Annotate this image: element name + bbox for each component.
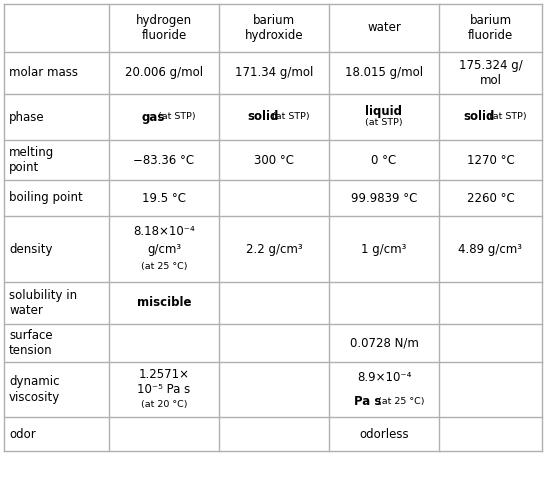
Text: odorless: odorless	[359, 427, 409, 441]
Text: odor: odor	[9, 427, 35, 441]
Text: dynamic
viscosity: dynamic viscosity	[9, 375, 60, 404]
Text: 1270 °C: 1270 °C	[467, 154, 514, 166]
Text: 4.89 g/cm³: 4.89 g/cm³	[459, 243, 523, 255]
Text: 1.2571×: 1.2571×	[139, 368, 189, 381]
Text: 99.9839 °C: 99.9839 °C	[351, 192, 417, 205]
Text: density: density	[9, 243, 52, 255]
Text: solid: solid	[464, 111, 495, 124]
Text: 171.34 g/mol: 171.34 g/mol	[235, 67, 313, 80]
Text: hydrogen
fluoride: hydrogen fluoride	[136, 14, 192, 42]
Text: 19.5 °C: 19.5 °C	[142, 192, 186, 205]
Text: 175.324 g/
mol: 175.324 g/ mol	[459, 59, 523, 87]
Text: gas: gas	[141, 111, 165, 124]
Text: (at STP): (at STP)	[155, 113, 195, 122]
Text: surface
tension: surface tension	[9, 329, 52, 357]
Text: barium
hydroxide: barium hydroxide	[245, 14, 304, 42]
Text: 0.0728 N/m: 0.0728 N/m	[349, 336, 418, 349]
Text: melting
point: melting point	[9, 146, 54, 174]
Text: (at STP): (at STP)	[365, 118, 403, 126]
Text: liquid: liquid	[365, 106, 402, 119]
Text: (at STP): (at STP)	[485, 113, 526, 122]
Text: 2.2 g/cm³: 2.2 g/cm³	[246, 243, 302, 255]
Text: water: water	[367, 22, 401, 35]
Text: miscible: miscible	[136, 296, 191, 310]
Text: g/cm³: g/cm³	[147, 243, 181, 255]
Text: 18.015 g/mol: 18.015 g/mol	[345, 67, 423, 80]
Text: phase: phase	[9, 111, 45, 124]
Text: 2260 °C: 2260 °C	[467, 192, 514, 205]
Text: solid: solid	[247, 111, 278, 124]
Text: boiling point: boiling point	[9, 192, 83, 205]
Text: solubility in
water: solubility in water	[9, 289, 77, 317]
Text: (at 25 °C): (at 25 °C)	[372, 397, 424, 406]
Text: −83.36 °C: −83.36 °C	[133, 154, 194, 166]
Text: 20.006 g/mol: 20.006 g/mol	[125, 67, 203, 80]
Text: 1 g/cm³: 1 g/cm³	[361, 243, 407, 255]
Text: 8.9×10⁻⁴: 8.9×10⁻⁴	[357, 371, 411, 384]
Text: Pa s: Pa s	[354, 395, 381, 408]
Text: 10⁻⁵ Pa s: 10⁻⁵ Pa s	[138, 383, 191, 396]
Text: 0 °C: 0 °C	[371, 154, 396, 166]
Text: (at 20 °C): (at 20 °C)	[141, 400, 187, 409]
Text: molar mass: molar mass	[9, 67, 78, 80]
Text: 300 °C: 300 °C	[254, 154, 294, 166]
Text: 8.18×10⁻⁴: 8.18×10⁻⁴	[133, 225, 195, 238]
Text: barium
fluoride: barium fluoride	[468, 14, 513, 42]
Text: (at 25 °C): (at 25 °C)	[141, 262, 187, 271]
Text: (at STP): (at STP)	[269, 113, 310, 122]
